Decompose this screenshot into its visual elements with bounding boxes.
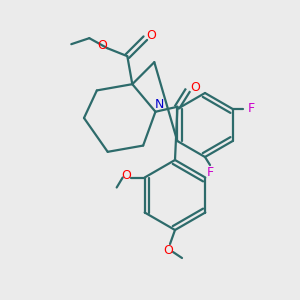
Text: O: O [146, 29, 156, 42]
Text: N: N [155, 98, 164, 111]
Text: O: O [163, 244, 173, 257]
Text: F: F [206, 167, 214, 179]
Text: O: O [121, 169, 130, 182]
Text: F: F [248, 103, 255, 116]
Text: O: O [98, 39, 107, 52]
Text: O: O [190, 81, 200, 94]
